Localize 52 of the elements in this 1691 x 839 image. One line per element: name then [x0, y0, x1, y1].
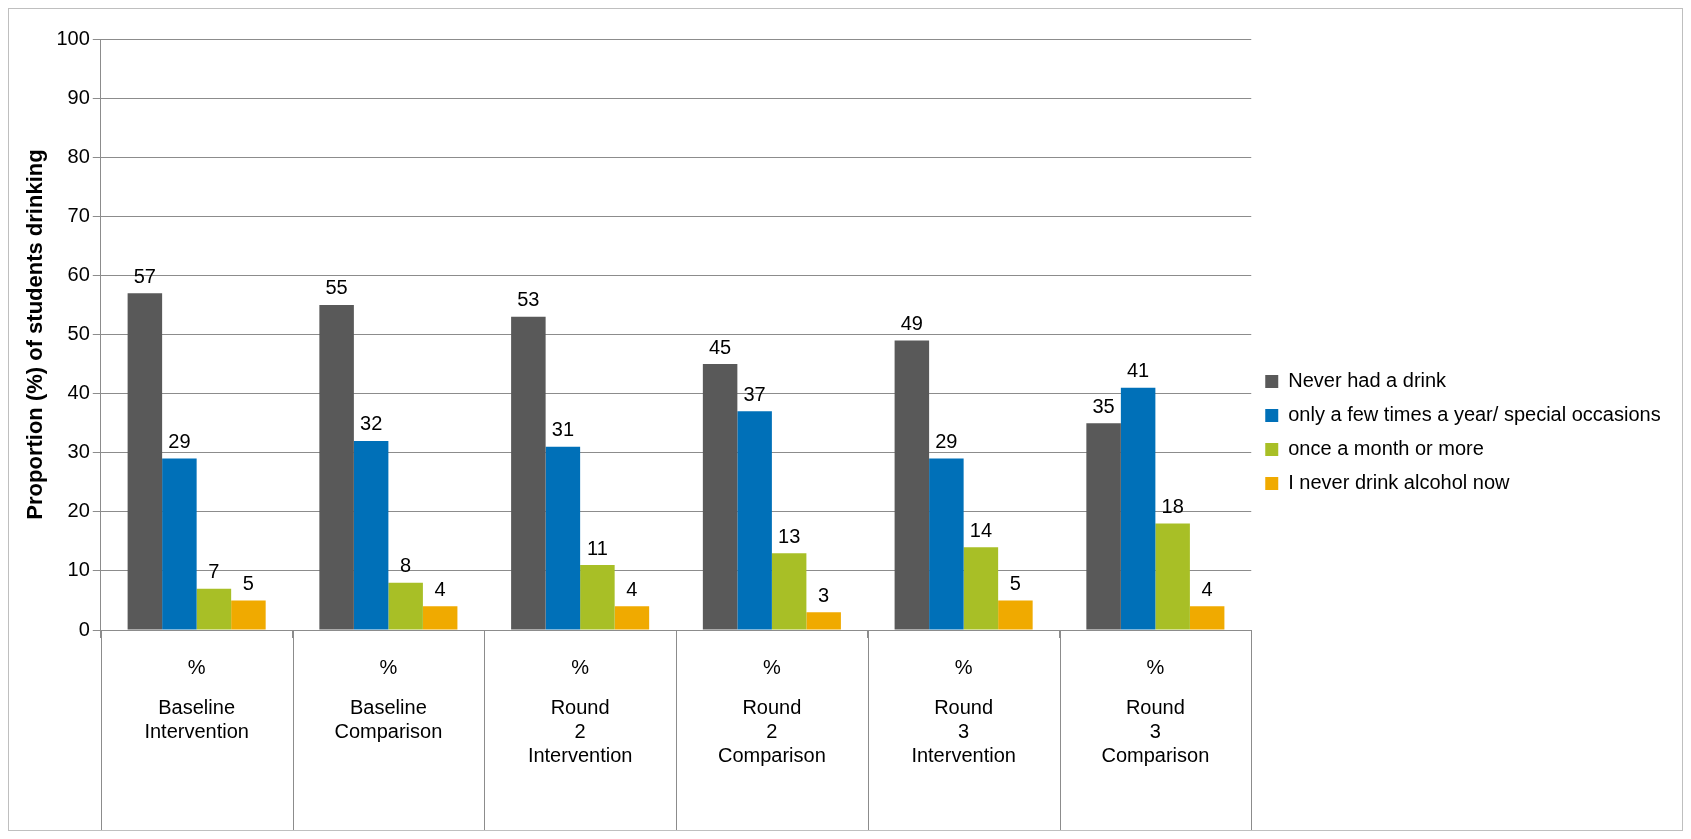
- data-label: 14: [969, 518, 993, 541]
- y-tick-label: 80: [67, 144, 90, 167]
- data-label: 31: [551, 418, 574, 441]
- data-label: 8: [400, 554, 412, 577]
- data-label: 4: [1201, 577, 1213, 600]
- x-tick-label: Baseline Comparison: [334, 695, 443, 742]
- data-label: 29: [935, 430, 958, 453]
- y-tick-label: 70: [67, 203, 90, 226]
- data-label: 32: [360, 412, 383, 435]
- data-label: 37: [743, 382, 766, 405]
- y-axis-title: Proportion (%) of students drinking: [22, 149, 48, 520]
- data-label: 4: [434, 577, 446, 600]
- data-label: 3: [818, 583, 830, 606]
- data-label: 55: [325, 276, 348, 299]
- data-label: 5: [1009, 571, 1021, 594]
- text: %: [954, 655, 973, 678]
- data-label: 29: [168, 430, 191, 453]
- x-tick-label: Round 2 Intervention: [527, 695, 633, 766]
- y-tick-label: 90: [67, 85, 90, 108]
- legend-label: I never drink alcohol now: [1288, 471, 1511, 494]
- data-label: 18: [1161, 495, 1184, 518]
- data-label: 5: [242, 571, 254, 594]
- y-tick-label: 0: [78, 617, 90, 640]
- data-label: 49: [900, 311, 923, 334]
- y-tick-label: 20: [67, 499, 90, 522]
- y-tick-label: 60: [67, 262, 90, 285]
- data-label: 45: [708, 335, 732, 358]
- data-label: 41: [1126, 359, 1150, 382]
- y-tick-label: 10: [67, 558, 90, 581]
- legend-label: once a month or more: [1288, 437, 1484, 460]
- y-tick-label: 40: [67, 381, 90, 404]
- text: %: [762, 655, 781, 678]
- data-label: 7: [208, 560, 220, 583]
- data-label: 53: [517, 288, 540, 311]
- data-label: 4: [626, 577, 638, 600]
- text: %: [187, 655, 206, 678]
- legend-label: Never had a drink: [1288, 369, 1448, 392]
- text: %: [571, 655, 590, 678]
- x-tick-label: Round 3 Intervention: [911, 695, 1016, 766]
- y-tick-label: 50: [67, 322, 90, 345]
- data-label: 35: [1092, 394, 1115, 417]
- data-label: 13: [778, 524, 801, 547]
- y-tick-label: 100: [56, 26, 90, 49]
- x-tick-label: Baseline Intervention: [144, 695, 249, 742]
- legend-label: only a few times a year/ special occasions: [1288, 403, 1661, 426]
- data-label: 57: [133, 264, 156, 287]
- y-tick-label: 30: [67, 440, 90, 463]
- text: %: [1146, 655, 1165, 678]
- data-label: 11: [587, 536, 608, 559]
- text: %: [379, 655, 398, 678]
- x-tick-label: Round 3 Comparison: [1101, 695, 1210, 766]
- x-tick-label: Round 2 Comparison: [717, 695, 826, 766]
